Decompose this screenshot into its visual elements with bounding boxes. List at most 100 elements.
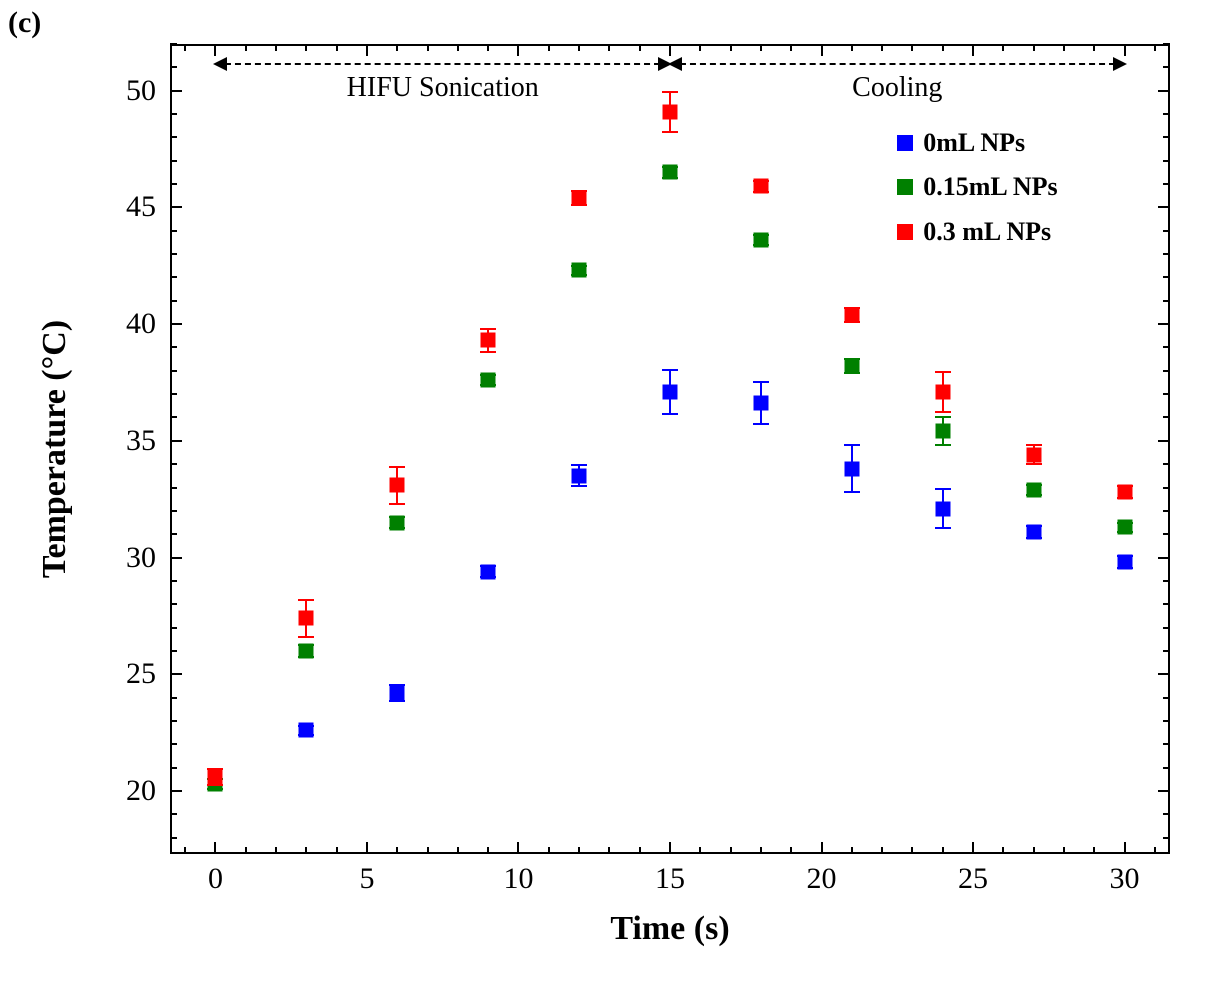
data-marker: [935, 424, 950, 439]
error-cap-bottom: [389, 503, 405, 505]
x-tick-minor: [911, 847, 913, 854]
data-marker: [1026, 524, 1041, 539]
x-tick-minor-top: [760, 44, 762, 51]
y-tick-label: 20: [126, 774, 156, 808]
error-cap-top: [662, 369, 678, 371]
legend-marker-icon: [897, 135, 913, 151]
x-tick-minor-top: [487, 44, 489, 51]
y-tick-minor: [170, 837, 177, 839]
error-cap-top: [935, 371, 951, 373]
x-tick-minor-top: [184, 44, 186, 51]
y-tick-minor-right: [1163, 767, 1170, 769]
x-tick-minor-top: [578, 44, 580, 51]
x-tick-major-top: [669, 44, 671, 56]
data-marker: [663, 104, 678, 119]
data-marker: [1026, 482, 1041, 497]
x-tick-minor-top: [336, 44, 338, 51]
y-tick-major: [170, 673, 182, 675]
error-cap-top: [298, 599, 314, 601]
x-tick-minor: [942, 847, 944, 854]
error-cap-bottom: [662, 413, 678, 415]
error-cap-bottom: [844, 491, 860, 493]
error-cap-bottom: [571, 485, 587, 487]
y-tick-minor: [170, 160, 177, 162]
y-tick-minor: [170, 253, 177, 255]
error-cap-top: [662, 91, 678, 93]
x-tick-minor-top: [1093, 44, 1095, 51]
y-tick-minor: [170, 487, 177, 489]
y-tick-minor: [170, 230, 177, 232]
data-marker: [390, 478, 405, 493]
x-tick-minor: [427, 847, 429, 854]
data-marker: [663, 384, 678, 399]
y-tick-minor: [170, 113, 177, 115]
y-tick-minor: [170, 580, 177, 582]
x-tick-minor: [730, 847, 732, 854]
y-tick-minor: [170, 463, 177, 465]
y-tick-major: [170, 90, 182, 92]
y-tick-minor-right: [1163, 66, 1170, 68]
y-tick-label: 30: [126, 541, 156, 575]
x-tick-minor: [1002, 847, 1004, 854]
figure-container: (c) Temperature (°C) Time (s) HIFU Sonic…: [0, 0, 1222, 1001]
x-tick-minor-top: [881, 44, 883, 51]
x-tick-major-top: [517, 44, 519, 56]
y-tick-major: [170, 790, 182, 792]
x-tick-label: 25: [958, 862, 988, 896]
arrow-left-icon: [213, 57, 227, 71]
y-tick-minor: [170, 697, 177, 699]
error-cap-top: [1026, 444, 1042, 446]
x-tick-label: 0: [208, 862, 223, 896]
x-tick-minor: [1154, 847, 1156, 854]
data-marker: [1117, 555, 1132, 570]
x-tick-minor-top: [1033, 44, 1035, 51]
legend-item: 0mL NPs: [897, 123, 1057, 162]
legend-marker-icon: [897, 179, 913, 195]
y-tick-major-right: [1158, 440, 1170, 442]
x-tick-minor: [305, 847, 307, 854]
x-tick-minor-top: [427, 44, 429, 51]
x-tick-major-top: [214, 44, 216, 56]
data-marker: [572, 191, 587, 206]
x-tick-label: 20: [807, 862, 837, 896]
x-tick-minor: [760, 847, 762, 854]
x-tick-minor: [790, 847, 792, 854]
data-marker: [208, 769, 223, 784]
x-tick-minor-top: [851, 44, 853, 51]
y-tick-minor-right: [1163, 416, 1170, 418]
x-tick-minor-top: [699, 44, 701, 51]
error-cap-top: [935, 416, 951, 418]
y-tick-minor-right: [1163, 487, 1170, 489]
phase-label-cooling: Cooling: [852, 72, 942, 104]
x-tick-minor: [881, 847, 883, 854]
x-tick-minor-top: [275, 44, 277, 51]
y-tick-major: [170, 557, 182, 559]
error-cap-bottom: [935, 411, 951, 413]
error-cap-top: [389, 466, 405, 468]
data-marker: [753, 179, 768, 194]
x-tick-minor-top: [942, 44, 944, 51]
y-tick-label: 25: [126, 657, 156, 691]
y-tick-minor: [170, 393, 177, 395]
y-axis-line: [170, 44, 172, 854]
error-cap-top: [935, 488, 951, 490]
x-tick-minor-top: [608, 44, 610, 51]
y-tick-minor-right: [1163, 697, 1170, 699]
x-tick-major: [669, 842, 671, 854]
x-tick-minor: [548, 847, 550, 854]
error-cap-bottom: [1026, 463, 1042, 465]
y-tick-minor: [170, 813, 177, 815]
x-tick-minor: [578, 847, 580, 854]
y-tick-minor: [170, 720, 177, 722]
y-tick-minor: [170, 533, 177, 535]
y-tick-minor: [170, 603, 177, 605]
x-tick-label: 15: [655, 862, 685, 896]
x-tick-minor-top: [305, 44, 307, 51]
legend-item: 0.15mL NPs: [897, 168, 1057, 207]
x-tick-minor: [336, 847, 338, 854]
x-tick-label: 10: [503, 862, 533, 896]
x-tick-major: [517, 842, 519, 854]
y-tick-minor-right: [1163, 743, 1170, 745]
y-tick-major-right: [1158, 790, 1170, 792]
x-tick-minor-top: [1154, 44, 1156, 51]
